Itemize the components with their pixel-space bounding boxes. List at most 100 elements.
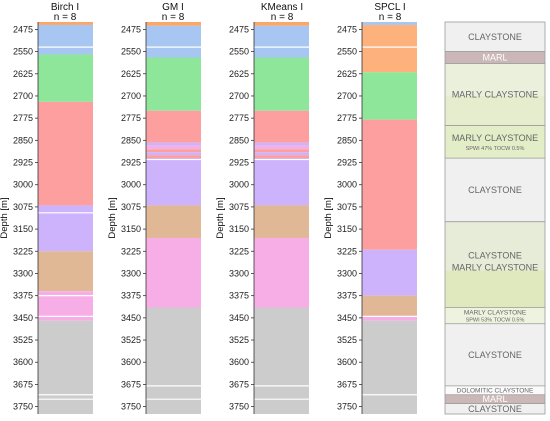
cluster-segment	[362, 72, 417, 120]
lithology-label: MARL	[482, 394, 507, 404]
y-tick-label: 3225	[13, 246, 33, 256]
y-tick-label: 2625	[337, 69, 357, 79]
cluster-segment	[254, 205, 309, 238]
y-tick-label: 3300	[337, 268, 357, 278]
y-tick-label: 2775	[121, 113, 141, 123]
lithology-label: MARLY CLAYSTONE	[452, 133, 538, 143]
cluster-segment	[254, 237, 309, 308]
lithology-unit	[445, 385, 545, 395]
y-tick-label: 3600	[13, 357, 33, 367]
lithology-label: CLAYSTONE	[468, 350, 522, 360]
y-tick-label: 2850	[229, 135, 249, 145]
y-tick-label: 3600	[229, 357, 249, 367]
lithology-shade	[445, 95, 545, 126]
y-tick-label: 3075	[13, 202, 33, 212]
cluster-segment	[254, 110, 309, 143]
y-tick-label: 3525	[121, 335, 141, 345]
y-axis-label: Depth [m]	[107, 197, 118, 238]
y-tick-label: 3675	[337, 379, 357, 389]
cluster-segment	[38, 251, 93, 292]
y-tick-label: 2925	[229, 158, 249, 168]
panel-n-label: n = 8	[379, 12, 402, 23]
y-tick-label: 3750	[13, 402, 33, 412]
lithology-shade	[445, 270, 545, 308]
y-tick-label: 3450	[121, 313, 141, 323]
y-tick-label: 2925	[13, 158, 33, 168]
y-tick-label: 3225	[121, 246, 141, 256]
y-tick-label: 3150	[229, 224, 249, 234]
y-tick-label: 3075	[337, 202, 357, 212]
cluster-segment	[362, 249, 417, 296]
lithology-unit	[445, 22, 545, 52]
lithology-sublabel: SPWI 53% TOCW 0.5%	[466, 318, 525, 324]
cluster-segment	[146, 145, 201, 150]
cluster-segment	[362, 320, 417, 414]
cluster-segment	[146, 149, 201, 153]
panel-title: SPCL I	[374, 2, 405, 13]
cluster-segment	[362, 24, 417, 73]
cluster-segment	[146, 155, 201, 159]
cluster-segment	[146, 152, 201, 156]
panel-title: KMeans I	[261, 2, 303, 13]
cluster-segment	[146, 158, 201, 206]
panel-title: GM I	[162, 2, 184, 13]
y-tick-label: 3075	[229, 202, 249, 212]
lithology-unit	[445, 158, 545, 222]
lithology-unit	[445, 394, 545, 404]
y-tick-label: 2925	[121, 158, 141, 168]
y-tick-label: 3150	[337, 224, 357, 234]
y-tick-label: 3000	[229, 180, 249, 190]
y-axis-label: Depth [m]	[0, 197, 10, 238]
cluster-segment	[254, 145, 309, 150]
cluster-segment	[146, 57, 201, 111]
lithology-label: MARLY CLAYSTONE	[464, 310, 527, 317]
y-tick-label: 3225	[229, 246, 249, 256]
y-tick-label: 3375	[13, 291, 33, 301]
y-tick-label: 3600	[337, 357, 357, 367]
y-tick-label: 2700	[337, 91, 357, 101]
y-tick-label: 2625	[229, 69, 249, 79]
y-tick-label: 3675	[13, 379, 33, 389]
y-tick-label: 3375	[121, 291, 141, 301]
cluster-segment	[254, 57, 309, 111]
y-tick-label: 2475	[229, 24, 249, 34]
y-tick-label: 3525	[229, 335, 249, 345]
lithology-unit	[445, 51, 545, 64]
y-tick-label: 3300	[13, 268, 33, 278]
y-tick-label: 2550	[121, 47, 141, 57]
cluster-segment	[362, 119, 417, 250]
y-tick-label: 3000	[13, 180, 33, 190]
cluster-segment	[146, 142, 201, 146]
lithology-unit	[445, 125, 545, 159]
y-tick-label: 2550	[229, 47, 249, 57]
y-axis-label: Depth [m]	[215, 197, 226, 238]
lithology-unit	[445, 323, 545, 386]
lithology-sublabel: SPWI 47% TOCW 0.5%	[466, 146, 525, 152]
y-tick-label: 3000	[337, 180, 357, 190]
cluster-segment	[362, 316, 417, 321]
y-tick-label: 2625	[121, 69, 141, 79]
y-tick-label: 3075	[121, 202, 141, 212]
cluster-segment	[254, 307, 309, 414]
y-tick-label: 3300	[229, 268, 249, 278]
lithology-label: CLAYSTONE	[468, 185, 522, 195]
panel-n-label: n = 8	[54, 12, 77, 23]
y-tick-label: 3000	[121, 180, 141, 190]
y-tick-label: 2775	[229, 113, 249, 123]
cluster-segment	[362, 295, 417, 317]
lithology-label: CLAYSTONE	[468, 32, 522, 42]
y-tick-label: 3675	[229, 379, 249, 389]
y-axis-label: Depth [m]	[323, 197, 334, 238]
lithology-label: CLAYSTONE	[468, 404, 522, 414]
y-tick-label: 2850	[121, 135, 141, 145]
y-tick-label: 2475	[337, 24, 357, 34]
y-tick-label: 3150	[13, 224, 33, 234]
y-tick-label: 2550	[13, 47, 33, 57]
lithology-label: MARLY CLAYSTONE	[452, 263, 538, 273]
y-tick-label: 2625	[13, 69, 33, 79]
y-tick-label: 2475	[13, 24, 33, 34]
cluster-segment	[254, 158, 309, 206]
y-tick-label: 3525	[337, 335, 357, 345]
cluster-segment	[146, 22, 201, 26]
